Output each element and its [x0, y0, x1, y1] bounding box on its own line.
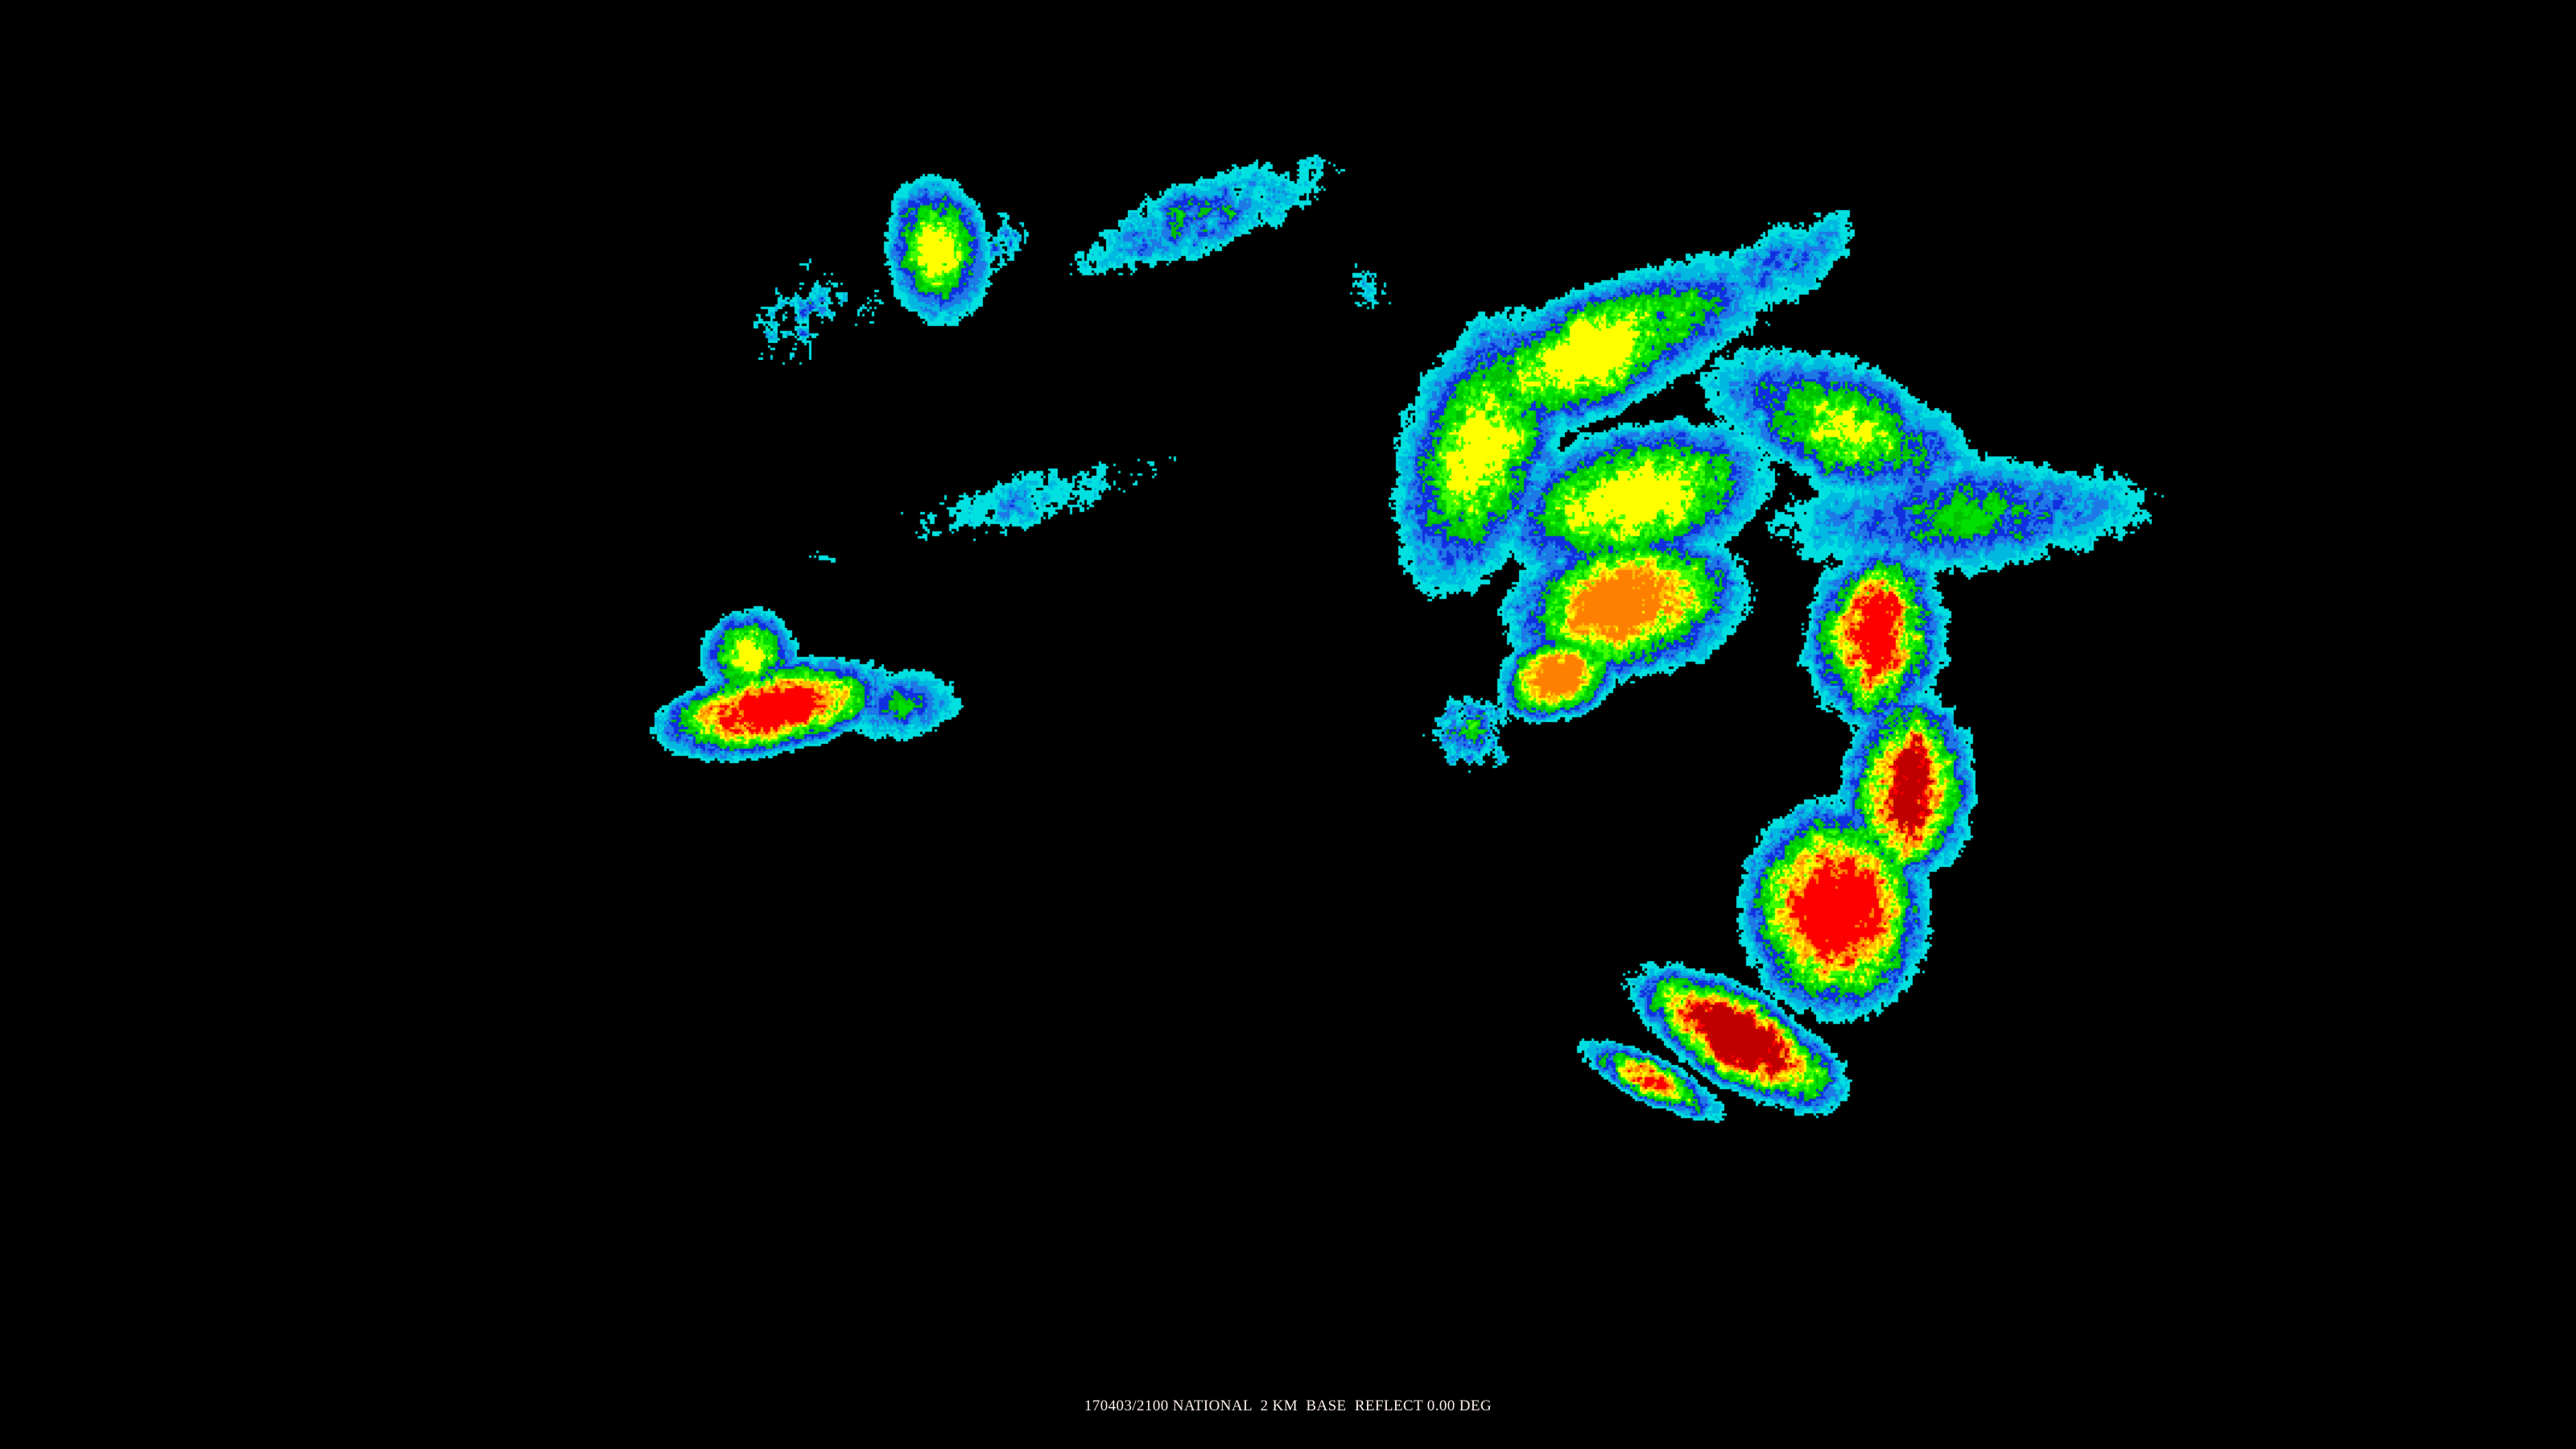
radar-display: 170403/2100 NATIONAL 2 KM BASE REFLECT 0… — [0, 0, 2576, 1449]
radar-reflectivity-map[interactable] — [0, 0, 2576, 1449]
